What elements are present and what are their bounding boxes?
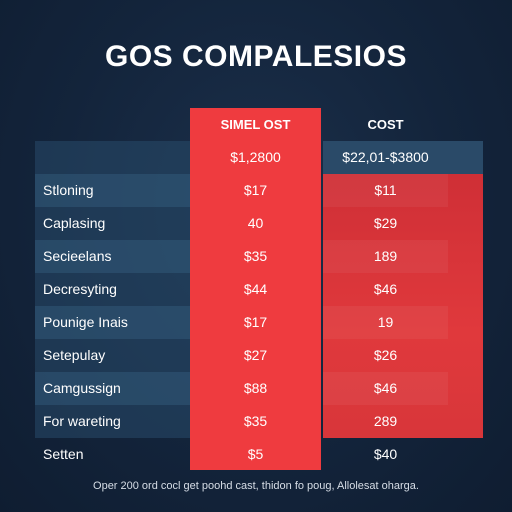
- page-title: GOS COMPALESIOS: [105, 40, 407, 73]
- row-value-col3: 289: [373, 413, 398, 429]
- row-value-col2: $5: [247, 446, 264, 462]
- row-band: [35, 372, 190, 405]
- row-value-col3: 19: [377, 314, 394, 330]
- row-band-right: [323, 306, 448, 339]
- row-band: [35, 306, 190, 339]
- row-label: Secieelans: [43, 248, 112, 264]
- row-band-right: [323, 174, 448, 207]
- table-row: Setepulay $27 $26: [35, 339, 448, 372]
- row-band-right: [323, 240, 448, 273]
- table-row: For wareting $35 289: [35, 405, 448, 438]
- row-value-col2: $27: [243, 347, 268, 363]
- price-row-right-bg: [323, 141, 483, 174]
- row-value-col3: $40: [373, 446, 398, 462]
- row-label: Camgussign: [43, 380, 121, 396]
- column-header-simel-ost: SIMEL OST: [220, 117, 291, 132]
- table-row: Setten $5 $40: [35, 438, 448, 471]
- footnote: Oper 200 ord cocl get poohd cast, thidon…: [93, 480, 419, 492]
- table-row: Camgussign $88 $46: [35, 372, 448, 405]
- row-label: Setepulay: [43, 347, 106, 363]
- table-row: Decresyting $44 $46: [35, 273, 448, 306]
- row-label: Decresyting: [43, 281, 117, 297]
- row-band: [35, 174, 190, 207]
- row-label: For wareting: [43, 413, 121, 429]
- row-band-right: [323, 372, 448, 405]
- row-value-col2: $35: [243, 248, 268, 264]
- cost-column-bg: [323, 174, 483, 438]
- table-row: Secieelans $35 189: [35, 240, 448, 273]
- row-value-col3: $46: [373, 281, 398, 297]
- row-value-col3: $46: [373, 380, 398, 396]
- table-row: Pounige Inais $17 19: [35, 306, 448, 339]
- table-row: Caplasing 40 $29: [35, 207, 448, 240]
- price-cell-col3: $22,01-$3800: [342, 149, 429, 165]
- row-label: Stloning: [43, 182, 94, 198]
- row-value-col3: $26: [373, 347, 398, 363]
- row-value-col3: 189: [373, 248, 398, 264]
- highlight-column-bg: [190, 108, 321, 470]
- label-column-bg: [35, 141, 190, 438]
- table-row: Stloning $17 $11: [35, 174, 448, 207]
- price-cell-col2: $1,2800: [230, 149, 281, 165]
- comparison-table: SIMEL OST COST $1,2800 $22,01-$3800 Stlo…: [35, 108, 483, 471]
- column-header-cost: COST: [367, 117, 404, 132]
- price-row: $1,2800 $22,01-$3800: [35, 141, 448, 174]
- row-value-col2: $17: [243, 182, 268, 198]
- row-value-col2: 40: [247, 215, 264, 231]
- row-value-col2: $17: [243, 314, 268, 330]
- row-value-col2: $35: [243, 413, 268, 429]
- row-value-col3: $29: [373, 215, 398, 231]
- row-value-col2: $44: [243, 281, 268, 297]
- row-value-col2: $88: [243, 380, 268, 396]
- row-value-col3: $11: [374, 182, 397, 198]
- row-label: Pounige Inais: [43, 314, 128, 330]
- row-label: Setten: [43, 446, 84, 462]
- row-label: Caplasing: [43, 215, 106, 231]
- row-band: [35, 240, 190, 273]
